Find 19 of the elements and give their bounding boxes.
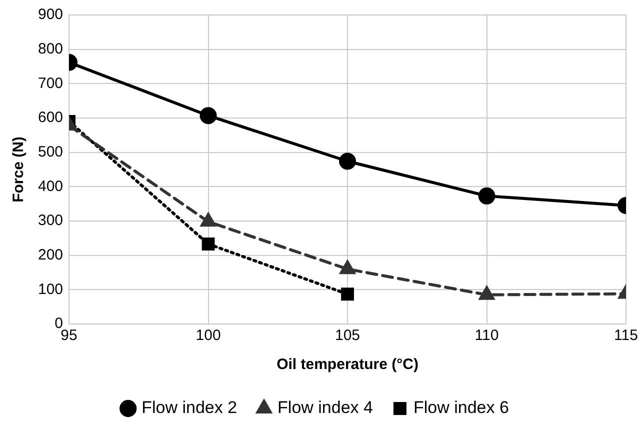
legend-label: Flow index 6 (413, 398, 509, 418)
x-tick-label: 95 (60, 327, 78, 344)
x-tick-label: 100 (196, 327, 221, 344)
y-tick-label: 400 (38, 178, 64, 195)
y-tick-label: 100 (38, 280, 64, 298)
y-tick-label: 800 (38, 40, 64, 58)
legend-label: Flow index 2 (142, 398, 238, 418)
x-tick-label: 105 (335, 327, 360, 344)
x-axis-title: Oil temperature (°C) (276, 356, 418, 374)
legend-label: Flow index 4 (278, 398, 373, 418)
y-tick-label: 300 (38, 212, 64, 230)
y-tick-label: 500 (38, 143, 64, 160)
y-tick-label: 700 (38, 74, 64, 92)
y-axis-title: Force (N) (10, 136, 28, 202)
y-tick-label: 900 (38, 6, 64, 24)
x-tick-label: 115 (614, 327, 638, 344)
x-tick-label: 110 (474, 327, 499, 344)
y-tick-label: 600 (38, 109, 64, 126)
y-tick-label: 200 (38, 246, 64, 264)
